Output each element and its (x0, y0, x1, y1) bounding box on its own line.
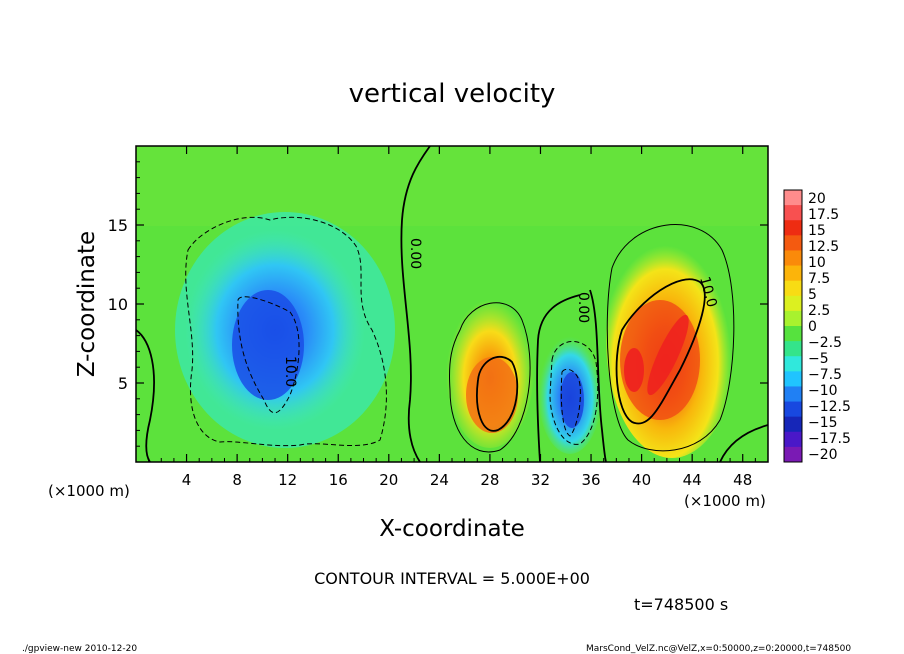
colorbar-swatch (784, 446, 802, 463)
footer-left: ./gpview-new 2010-12-20 (22, 644, 137, 654)
colorbar-swatch (784, 401, 802, 418)
contour-label-ten-right: 10.0 (696, 275, 720, 309)
x-tick-label: 36 (581, 471, 600, 489)
x-unit-right: (×1000 m) (684, 492, 766, 510)
colorbar-label: −12.5 (808, 399, 851, 415)
colorbar-label: −15 (808, 415, 838, 431)
colorbar-label: 17.5 (808, 207, 839, 223)
negative-contours (185, 216, 599, 447)
downdraft-core (232, 290, 304, 400)
colorbar-swatch (784, 386, 802, 403)
contour-plus5-a (449, 302, 531, 453)
x-tick-label: 48 (733, 471, 752, 489)
chart-title: vertical velocity (349, 79, 556, 109)
contour-minus10-a (237, 296, 300, 413)
colorbar-label: 10 (808, 255, 826, 271)
updraft-max-3 (647, 314, 689, 396)
colorbar-swatch (784, 235, 802, 251)
colorbar-swatch (784, 431, 802, 448)
updraft-max-2 (624, 348, 644, 392)
contour-minus5-a (185, 216, 387, 447)
colorbar-label: 15 (808, 223, 826, 239)
x-tick-label: 4 (182, 471, 192, 489)
colorbar-label: −2.5 (808, 335, 842, 351)
x-tick-label: 24 (430, 471, 449, 489)
colorbar-label: −5 (808, 351, 829, 367)
colorbar-swatch (784, 205, 802, 221)
colorbar-swatch (784, 220, 802, 236)
x-tick-label: 40 (632, 471, 651, 489)
zero-contour-right (589, 289, 607, 463)
time-stamp: t=748500 s (634, 595, 728, 614)
colorbar-label: −20 (808, 447, 838, 463)
contours-5 (449, 224, 735, 453)
footer-right: MarsCond_VelZ.nc@VelZ,x=0:50000,z=0:2000… (586, 644, 851, 654)
colorbar-label: −7.5 (808, 367, 842, 383)
colorbar-swatch (784, 326, 802, 342)
zero-contour-floor (719, 424, 769, 463)
contour-plus5-b (606, 224, 735, 452)
contours-10 (476, 278, 706, 432)
colorbar-label: 0 (808, 319, 817, 335)
contour-interval-note: CONTOUR INTERVAL = 5.000E+00 (314, 569, 590, 588)
colorbar-swatch (784, 356, 802, 372)
x-axis-label: X-coordinate (379, 516, 525, 542)
contour-plus10-b (615, 278, 706, 425)
x-tick-label: 32 (531, 471, 550, 489)
colorbar-label: −10 (808, 383, 838, 399)
colorbar-swatch (784, 371, 802, 387)
colorbar-swatch (784, 250, 802, 267)
colorbar: 2017.51512.5107.552.50−2.5−5−7.5−10−12.5… (783, 189, 851, 463)
colorbar-swatch (784, 295, 802, 312)
colorbar-label: 12.5 (808, 239, 839, 255)
colorbar-label: 5 (808, 287, 817, 303)
plot-area: 0.00 0.00 10.0 10.0 (135, 145, 769, 463)
zero-contours (135, 145, 769, 463)
updraft-core-1 (466, 357, 518, 433)
colorbar-frame (783, 189, 803, 463)
colorbar-swatch (784, 280, 802, 297)
colorbar-label: 20 (808, 191, 826, 207)
x-tick-label: 12 (278, 471, 297, 489)
contour-label-zero-right: 0.00 (575, 292, 591, 323)
colorbar-swatch (784, 416, 802, 433)
zero-contour-mid (400, 145, 431, 463)
x-tick-label: 8 (232, 471, 242, 489)
x-unit-left: (×1000 m) (48, 482, 130, 500)
y-tick-label: 10 (108, 295, 128, 314)
colorbar-swatch (784, 190, 802, 206)
colorbar-swatch (784, 341, 802, 357)
x-tick-label: 16 (329, 471, 348, 489)
y-tick-label: 15 (108, 216, 128, 235)
colorbar-label: −17.5 (808, 431, 851, 447)
colorbar-label: 7.5 (808, 271, 830, 287)
zero-contour-gap (536, 294, 581, 463)
contour-label-ten-left: 10.0 (282, 356, 298, 387)
upper-band (136, 146, 768, 226)
y-tick-label: 5 (118, 374, 128, 393)
contour-label-zero-mid: 0.00 (407, 238, 423, 269)
y-axis: 5 10 15 (108, 161, 768, 447)
contour-minus10-b (560, 368, 581, 437)
colorbar-swatch (784, 265, 802, 282)
x-tick-label: 20 (379, 471, 398, 489)
contour-plus10-a (476, 356, 519, 432)
colorbar-label: 2.5 (808, 303, 830, 319)
y-axis-label: Z-coordinate (74, 231, 100, 377)
x-tick-label: 28 (480, 471, 499, 489)
x-axis: 4 8 12 16 20 24 28 32 36 40 44 48 (148, 146, 756, 489)
zero-contour-left (135, 329, 155, 463)
colorbar-swatch (784, 310, 802, 327)
x-tick-label: 44 (683, 471, 702, 489)
